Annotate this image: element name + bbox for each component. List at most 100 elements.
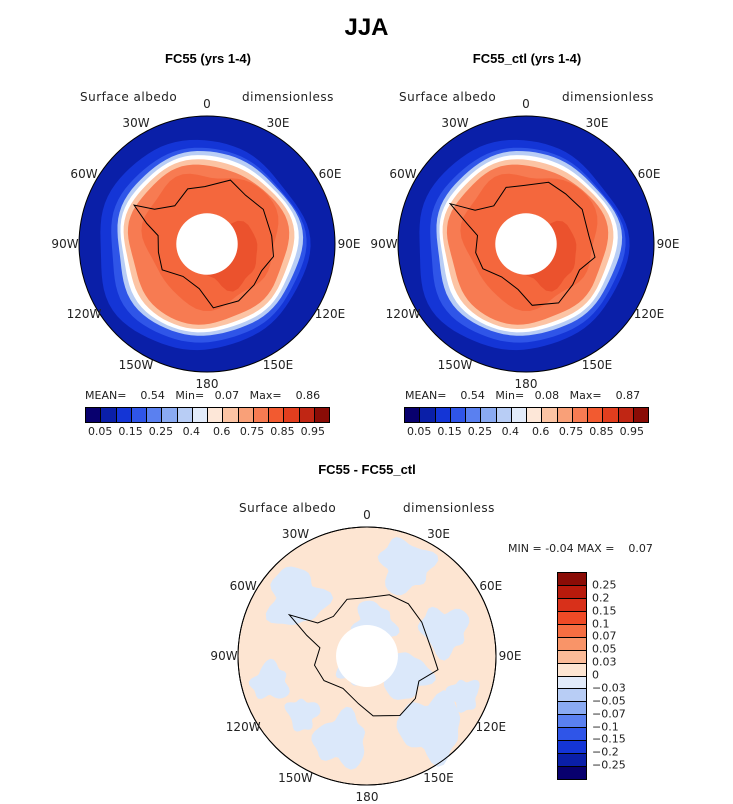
p3-colorbar-tick: 0: [592, 668, 599, 682]
panel1-title: FC55 (yrs 1-4): [165, 51, 251, 66]
panel3-max: 0.07: [628, 542, 653, 555]
p3-pole-hole: [336, 625, 398, 687]
panel3-units: dimensionless: [403, 501, 495, 515]
panel2-mean-label: MEAN=: [405, 389, 447, 402]
panel2-max: 0.87: [615, 389, 641, 402]
p1-coast: [132, 179, 275, 309]
p3-blob-9: [445, 679, 480, 713]
p1-colorbar-tick: 0.15: [118, 425, 143, 438]
p2-lon-label: 180: [514, 377, 538, 391]
p2-colorbar-swatch: [633, 408, 648, 422]
p2-colorbar-swatch: [511, 408, 527, 422]
p1-colorbar-tick: 0.05: [87, 425, 113, 438]
p3-colorbar-swatch: [558, 676, 586, 690]
panel3-max-label: MAX =: [577, 542, 615, 555]
p2-lon-label: 90W: [370, 237, 398, 251]
p2-lon-label: 60W: [389, 167, 417, 181]
panel2-colorbar: [404, 407, 649, 423]
p1-pole-hole: [176, 213, 238, 275]
p2-colorbar-tick: 0.15: [437, 425, 462, 438]
p1-lon-label: 180: [195, 377, 219, 391]
panel2-min: 0.08: [534, 389, 560, 402]
panel2-min-label: Min=: [495, 389, 525, 402]
panel1-mean: 0.54: [140, 389, 165, 402]
p3-lon-label: 120E: [475, 719, 507, 734]
p1-colorbar-swatch: [284, 408, 300, 422]
p3-colorbar-tick: 0.1: [592, 617, 610, 630]
p3-colorbar-swatch: [558, 598, 586, 612]
p3-colorbar-swatch: [558, 585, 586, 599]
p1-colorbar-tick: 0.85: [270, 425, 295, 438]
panel2-units: dimensionless: [562, 90, 654, 104]
p3-colorbar-swatch: [558, 715, 586, 729]
p3-lon-label: 60W: [229, 578, 257, 593]
p2-lon-label: 0: [522, 97, 530, 111]
p2-colorbar-tick: 0.95: [619, 425, 645, 438]
p1-lon-label: 90E: [337, 237, 361, 251]
p3-colorbar-swatch: [558, 702, 586, 716]
p1-lon-label: 0: [203, 97, 211, 111]
p3-colorbar-tick: 0.2: [592, 591, 610, 605]
p3-blob-8: [284, 698, 321, 732]
p3-colorbar-swatch: [558, 650, 586, 664]
p1-lon-label: 150E: [262, 358, 294, 373]
p2-colorbar-tick: 0.75: [558, 425, 584, 438]
p2-lon-label: 30E: [585, 115, 609, 130]
p3-lon-label: 90E: [498, 649, 522, 663]
p1-colorbar-tick: 0.4: [182, 425, 201, 438]
p3-lon-label: 150E: [423, 771, 454, 786]
p3-colorbar-tick: −0.07: [592, 707, 626, 721]
p1-colorbar-swatch: [192, 408, 208, 422]
p2-lon-label: 90E: [656, 237, 680, 251]
p1-colorbar-tick: 0.6: [212, 425, 231, 438]
p3-blob-5: [248, 658, 290, 699]
p1-colorbar-tick: 0.75: [239, 425, 265, 438]
panel1-min: 0.07: [214, 389, 240, 402]
p3-coast: [287, 594, 439, 717]
p2-pole-hole: [495, 213, 557, 275]
p2-colorbar-swatch: [405, 408, 421, 422]
p3-lon-label: 90W: [210, 649, 238, 663]
p3-colorbar-swatch: [558, 689, 586, 703]
p2-colorbar-swatch: [542, 408, 558, 422]
p2-lon-label: 60E: [637, 167, 661, 181]
p1-colorbar-swatch: [223, 408, 239, 422]
panel3-min: -0.04: [545, 542, 574, 555]
p1-colorbar-tick: 0.25: [148, 425, 174, 438]
p2-colorbar-swatch: [420, 408, 436, 422]
p1-colorbar-swatch: [116, 408, 132, 422]
p3-colorbar-swatch: [558, 741, 586, 755]
p3-colorbar-swatch: [558, 637, 586, 651]
p2-colorbar-swatch: [481, 408, 497, 422]
p1-colorbar-swatch: [208, 408, 224, 422]
panel1-colorbar: [85, 407, 330, 423]
p3-lon-label: 120W: [225, 719, 261, 734]
panel3-title: FC55 - FC55_ctl: [318, 462, 416, 477]
p2-lon-label: 120E: [633, 307, 665, 321]
p3-lon-label: 30E: [427, 526, 450, 541]
panel1-max-label: Max=: [249, 389, 282, 402]
panel1-units: dimensionless: [242, 90, 334, 104]
p3-lon-label: 0: [363, 508, 371, 522]
p2-colorbar-tick: 0.4: [501, 425, 520, 438]
p1-lon-label: 30W: [122, 115, 150, 130]
p3-colorbar-swatch: [558, 663, 586, 677]
panel1-max: 0.86: [295, 389, 321, 402]
p1-colorbar-swatch: [162, 408, 178, 422]
panel3-variable: Surface albedo: [239, 501, 337, 515]
p1-lon-label: 120E: [314, 307, 346, 321]
panel3-stats: MIN = -0.04 MAX = 0.07: [508, 542, 653, 555]
p3-colorbar-tick: 0.03: [592, 655, 617, 669]
p2-colorbar-tick: 0.05: [406, 425, 432, 438]
p2-lon-label: 120W: [385, 307, 421, 321]
p3-blob-0: [265, 566, 334, 626]
p3-colorbar-tick: 0.07: [592, 629, 617, 643]
p1-colorbar-swatch: [177, 408, 193, 422]
p3-lon-label: 60E: [479, 578, 503, 593]
p3-colorbar-tick: 0.05: [592, 642, 617, 656]
p2-colorbar-swatch: [466, 408, 482, 422]
figure-title: JJA: [344, 14, 389, 41]
panel1-stats: MEAN= 0.54 Min= 0.07 Max= 0.86: [85, 389, 320, 402]
p2-colorbar-swatch: [557, 408, 573, 422]
